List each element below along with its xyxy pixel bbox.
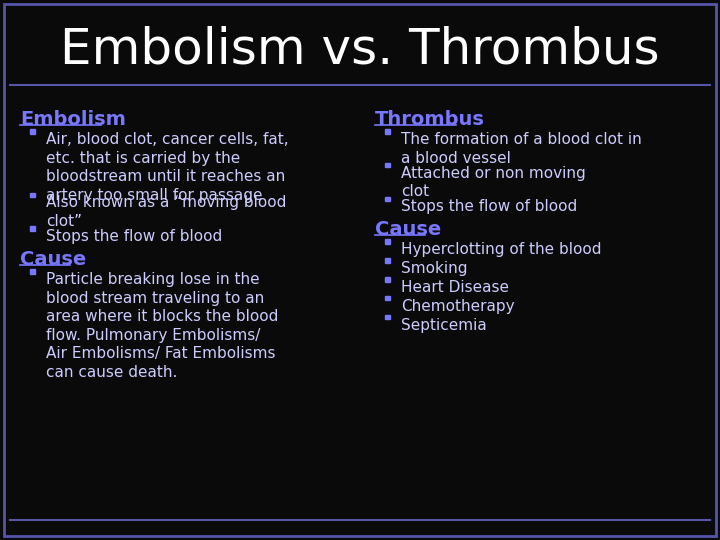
- Bar: [385, 197, 390, 201]
- Text: Stops the flow of blood: Stops the flow of blood: [46, 229, 222, 244]
- Text: Also known as a “moving blood
clot”: Also known as a “moving blood clot”: [46, 195, 287, 229]
- Bar: [30, 226, 35, 231]
- Text: Hyperclotting of the blood: Hyperclotting of the blood: [401, 242, 601, 257]
- Bar: [385, 239, 390, 244]
- Text: Embolism: Embolism: [20, 110, 126, 129]
- Bar: [30, 269, 35, 274]
- Text: Stops the flow of blood: Stops the flow of blood: [401, 199, 577, 214]
- Text: Chemotherapy: Chemotherapy: [401, 299, 515, 314]
- Text: Heart Disease: Heart Disease: [401, 280, 509, 295]
- Text: Particle breaking lose in the
blood stream traveling to an
area where it blocks : Particle breaking lose in the blood stre…: [46, 272, 279, 380]
- Bar: [385, 258, 390, 263]
- Text: The formation of a blood clot in
a blood vessel: The formation of a blood clot in a blood…: [401, 132, 642, 166]
- Bar: [385, 296, 390, 300]
- Text: Thrombus: Thrombus: [375, 110, 485, 129]
- Text: Cause: Cause: [375, 220, 441, 239]
- Bar: [385, 163, 390, 167]
- Bar: [30, 129, 35, 133]
- Text: Smoking: Smoking: [401, 261, 467, 276]
- Text: Cause: Cause: [20, 250, 86, 269]
- Bar: [385, 277, 390, 281]
- Bar: [385, 315, 390, 319]
- Text: Attached or non moving
clot: Attached or non moving clot: [401, 166, 586, 199]
- Text: Septicemia: Septicemia: [401, 318, 487, 333]
- Bar: [30, 193, 35, 197]
- Bar: [385, 129, 390, 133]
- Text: Air, blood clot, cancer cells, fat,
etc. that is carried by the
bloodstream unti: Air, blood clot, cancer cells, fat, etc.…: [46, 132, 289, 203]
- Text: Embolism vs. Thrombus: Embolism vs. Thrombus: [60, 26, 660, 74]
